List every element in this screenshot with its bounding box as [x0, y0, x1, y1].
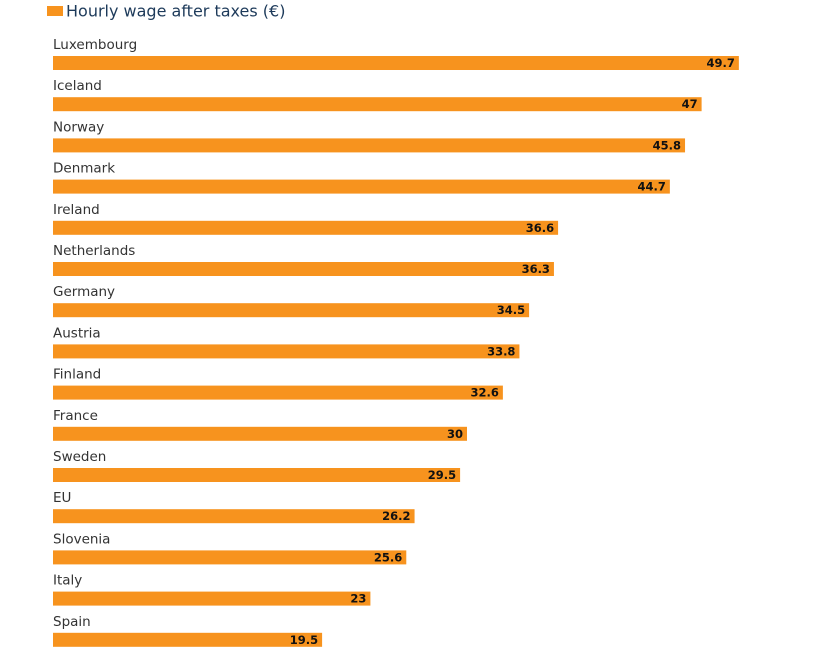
category-label: Germany	[53, 284, 115, 300]
bar	[53, 262, 554, 276]
value-label: 44.7	[637, 180, 665, 194]
bar	[53, 179, 670, 194]
value-label: 49.7	[706, 56, 734, 70]
value-label: 23	[350, 592, 366, 606]
bar	[53, 303, 530, 318]
category-label: Netherlands	[53, 243, 135, 259]
category-label: Italy	[53, 573, 82, 589]
bar	[53, 591, 371, 606]
legend-label: Hourly wage after taxes (€)	[66, 2, 285, 21]
category-label: Spain	[53, 614, 91, 630]
category-label: Austria	[53, 325, 101, 341]
value-label: 26.2	[382, 509, 410, 523]
value-label: 45.8	[653, 138, 681, 152]
bar	[53, 56, 739, 70]
category-label: Denmark	[53, 161, 115, 177]
bar	[53, 550, 407, 565]
category-label: Norway	[53, 119, 104, 135]
bar	[53, 468, 461, 482]
bar	[53, 97, 702, 112]
category-label: France	[53, 408, 98, 424]
value-label: 36.6	[526, 221, 554, 235]
value-label: 34.5	[497, 303, 525, 317]
value-label: 25.6	[374, 550, 402, 564]
category-label: Slovenia	[53, 531, 110, 547]
value-label: 33.8	[487, 344, 515, 358]
category-label: Sweden	[53, 449, 106, 465]
bar	[53, 426, 467, 441]
bar	[53, 385, 503, 400]
category-label: Iceland	[53, 78, 102, 94]
bar	[53, 138, 686, 153]
value-label: 30	[447, 427, 463, 441]
legend-swatch	[47, 6, 63, 16]
bar	[53, 344, 520, 359]
category-label: EU	[53, 490, 71, 506]
value-label: 29.5	[428, 468, 456, 482]
value-label: 47	[682, 97, 698, 111]
category-label: Finland	[53, 367, 101, 383]
category-label: Luxembourg	[53, 37, 137, 53]
value-label: 36.3	[522, 262, 550, 276]
value-label: 32.6	[471, 386, 499, 400]
bar	[53, 632, 323, 647]
category-label: Ireland	[53, 202, 100, 218]
bar	[53, 220, 559, 235]
bar	[53, 509, 415, 524]
value-label: 19.5	[290, 633, 318, 647]
